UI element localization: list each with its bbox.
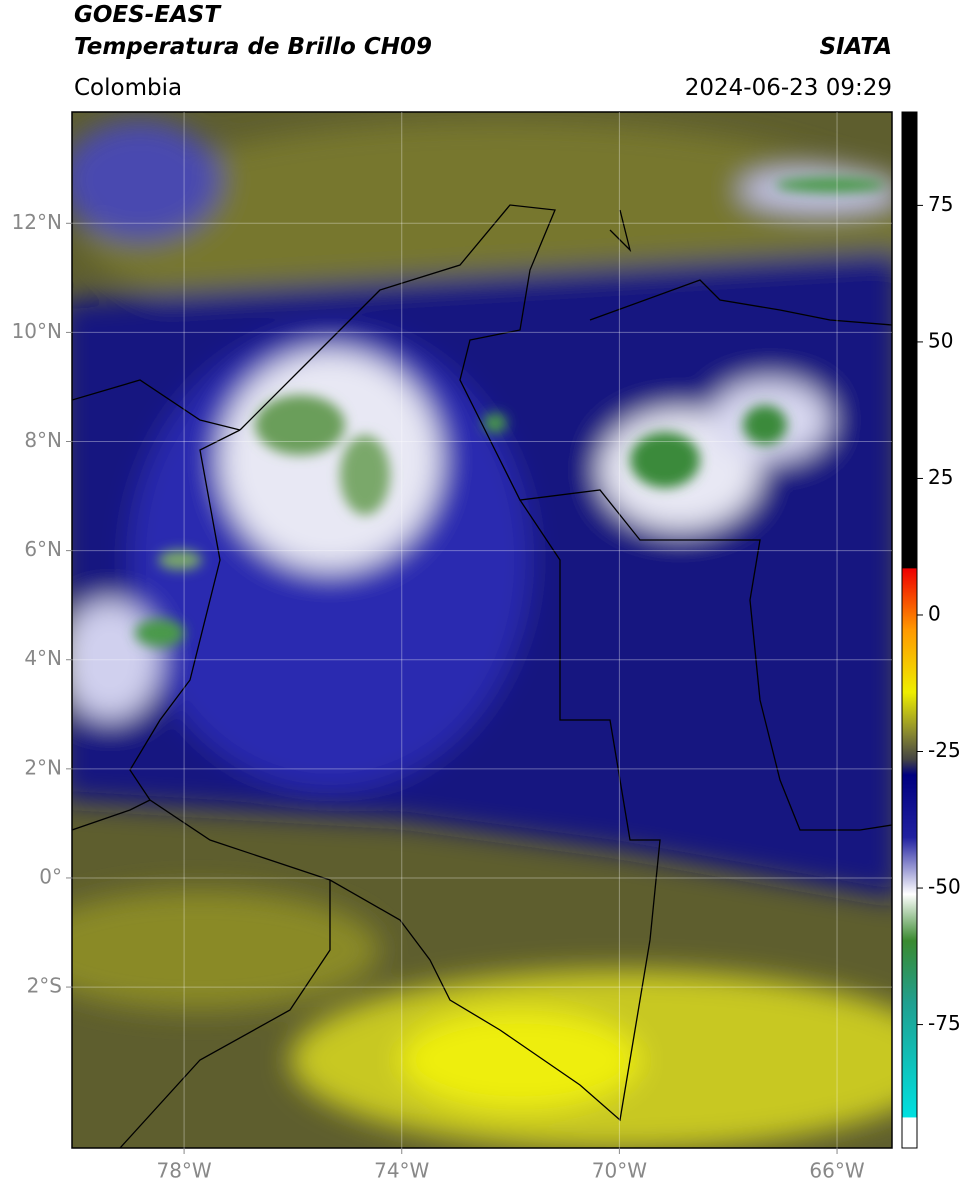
map-frame [71, 111, 893, 1149]
colorbar-tick-label: -25 [928, 738, 961, 762]
satellite-image [72, 112, 892, 1148]
x-tick-label: 70°W [592, 1159, 647, 1183]
x-tick-label: 78°W [156, 1159, 211, 1183]
x-tick-label: 74°W [374, 1159, 429, 1183]
y-tick-label: 10°N [12, 319, 62, 343]
y-tick-label: 2°N [24, 755, 62, 779]
y-tick-label: 12°N [12, 210, 62, 234]
colorbar-tick-label: 75 [928, 192, 953, 216]
y-tick-label: 6°N [24, 537, 62, 561]
title: GOES-EAST [74, 2, 222, 28]
header: GOES-EAST Temperatura de Brillo CH09 SIA… [74, 2, 892, 101]
colorbar-tick-label: -75 [928, 1011, 961, 1035]
colorbar-tick-label: -50 [928, 875, 961, 899]
colorbar [901, 111, 918, 1149]
colorbar-tick-label: 25 [928, 465, 953, 489]
y-tick-label: 0° [39, 864, 62, 888]
subtitle: Temperatura de Brillo CH09 [74, 34, 432, 60]
y-tick-label: 2°S [27, 974, 62, 998]
borders [72, 204, 892, 1148]
colorbar-tick-label: 50 [928, 328, 953, 352]
y-tick-label: 4°N [24, 646, 62, 670]
y-tick-label: 8°N [24, 428, 62, 452]
colorbar-tick-label: 0 [928, 601, 941, 625]
x-tick-label: 66°W [809, 1159, 864, 1183]
source: SIATA [820, 34, 892, 60]
datetime: 2024-06-23 09:29 [685, 75, 892, 101]
region: Colombia [74, 75, 182, 101]
